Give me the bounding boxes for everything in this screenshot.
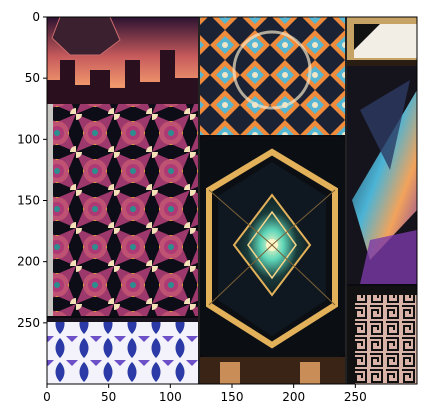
x-tick-label: 50 — [101, 390, 116, 404]
blue-orange-geometric-tile — [200, 17, 345, 135]
blue-white-tile-pattern — [47, 318, 198, 384]
glowing-crystal-hexagon-tile — [200, 137, 345, 357]
crystal-shard-tile — [347, 66, 417, 284]
x-tick-label: 250 — [344, 390, 367, 404]
y-tick-label: 0 — [32, 10, 40, 24]
sunset-city-tile — [47, 17, 198, 104]
gold-frame-corner-tile — [347, 17, 417, 66]
purple-gold-kaleidoscope-tile — [47, 104, 198, 316]
y-tick-label: 150 — [17, 194, 40, 208]
x-tick-label: 100 — [159, 390, 182, 404]
y-tick-label: 100 — [17, 132, 40, 146]
x-tick-label: 0 — [43, 390, 51, 404]
x-axis: 0 50 100 150 200 250 — [43, 384, 367, 404]
y-tick-label: 200 — [17, 255, 40, 269]
black-maze-pattern-tile — [347, 286, 417, 384]
x-tick-label: 150 — [221, 390, 244, 404]
x-tick-label: 200 — [282, 390, 305, 404]
y-axis: 0 50 100 150 200 250 — [17, 10, 47, 330]
y-tick-label: 250 — [17, 316, 40, 330]
y-tick-label: 50 — [25, 71, 40, 85]
